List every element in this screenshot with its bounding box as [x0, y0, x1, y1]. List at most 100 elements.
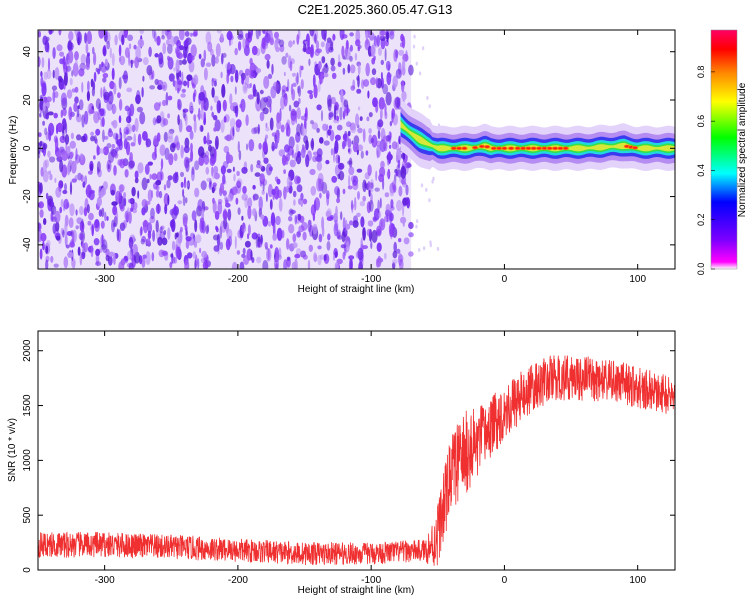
noise-speck — [58, 181, 62, 193]
noise-speck — [241, 215, 244, 221]
noise-speck — [49, 173, 53, 181]
noise-speck — [115, 133, 119, 145]
noise-speck — [265, 134, 269, 140]
noise-speck — [367, 182, 372, 194]
noise-speck — [308, 58, 311, 66]
noise-speck — [117, 92, 121, 99]
noise-speck — [247, 30, 252, 39]
noise-speck — [367, 220, 374, 227]
noise-speck — [142, 57, 149, 66]
noise-speck — [333, 107, 337, 121]
noise-speck — [293, 199, 296, 206]
noise-speck — [175, 59, 180, 74]
noise-speck — [199, 124, 204, 132]
noise-speck — [250, 163, 254, 173]
x-tick-label: 100 — [629, 575, 646, 586]
noise-speck — [256, 160, 261, 165]
noise-speck — [89, 189, 96, 194]
noise-speck — [320, 110, 324, 122]
noise-speck — [263, 157, 269, 164]
noise-speck — [145, 138, 152, 148]
noise-speck — [141, 207, 146, 216]
noise-speck — [291, 261, 297, 269]
noise-speck — [68, 217, 74, 228]
noise-speck — [234, 69, 239, 83]
noise-speck — [348, 258, 353, 269]
noise-speck — [69, 203, 75, 217]
signal-hotspot-core — [479, 145, 484, 148]
noise-speck — [104, 58, 108, 67]
noise-speck — [166, 30, 170, 33]
noise-speck — [112, 104, 117, 114]
noise-speck — [385, 60, 391, 71]
noise-speck — [300, 199, 304, 207]
noise-speck — [401, 90, 407, 101]
noise-speck — [323, 140, 330, 146]
noise-speck — [297, 85, 302, 97]
noise-speck — [93, 71, 97, 82]
noise-speck — [54, 91, 59, 99]
noise-speck — [162, 118, 169, 126]
noise-speck — [185, 236, 192, 242]
noise-speck — [269, 117, 274, 131]
noise-speck — [67, 59, 70, 73]
signal-band-layer — [400, 121, 675, 152]
noise-speck — [125, 129, 129, 135]
noise-speck — [314, 48, 320, 57]
noise-speck — [102, 47, 107, 57]
noise-speck — [54, 67, 60, 80]
noise-speck — [123, 192, 127, 199]
noise-speck — [336, 124, 343, 131]
noise-speck — [39, 248, 43, 260]
noise-speck — [405, 184, 409, 196]
noise-speck — [121, 34, 125, 46]
noise-speck — [330, 41, 334, 51]
noise-speck — [167, 175, 173, 181]
noise-speck — [365, 38, 369, 45]
noise-speck — [95, 128, 101, 136]
noise-speck — [130, 142, 135, 147]
noise-speck — [318, 178, 324, 192]
noise-speck — [120, 258, 126, 266]
noise-speck — [79, 251, 83, 266]
noise-speck — [109, 47, 113, 59]
noise-speck — [169, 35, 175, 47]
noise-speck — [322, 123, 328, 131]
noise-speck — [43, 218, 47, 225]
noise-speck — [193, 114, 197, 122]
noise-speck — [98, 191, 104, 198]
noise-speck — [90, 131, 95, 136]
noise-speck — [400, 165, 407, 179]
noise-speck — [119, 55, 126, 66]
noise-speck — [244, 197, 249, 209]
noise-speck — [330, 96, 336, 105]
noise-speck — [44, 39, 49, 53]
noise-speck — [301, 125, 305, 137]
noise-speck — [422, 246, 426, 251]
noise-speck — [162, 42, 167, 55]
noise-speck — [216, 100, 222, 114]
noise-speck — [107, 130, 114, 138]
noise-speck — [375, 170, 378, 181]
noise-speck — [117, 159, 123, 166]
noise-speck — [241, 222, 246, 234]
noise-speck — [398, 135, 401, 144]
noise-speck — [215, 43, 221, 57]
signal-hotspot-core — [502, 147, 507, 150]
noise-speck — [318, 233, 323, 243]
noise-speck — [190, 142, 193, 152]
noise-speck — [236, 178, 243, 187]
noise-speck — [183, 39, 189, 47]
noise-speck — [205, 62, 212, 67]
noise-speck — [220, 71, 223, 79]
noise-speck — [231, 261, 238, 269]
noise-speck — [179, 226, 183, 233]
noise-speck — [214, 135, 219, 150]
noise-speck — [88, 109, 95, 115]
noise-speck — [232, 126, 235, 137]
noise-speck — [159, 226, 163, 234]
noise-speck — [370, 77, 377, 86]
noise-speck — [186, 74, 193, 81]
noise-speck — [349, 55, 353, 62]
noise-speck — [245, 114, 249, 126]
